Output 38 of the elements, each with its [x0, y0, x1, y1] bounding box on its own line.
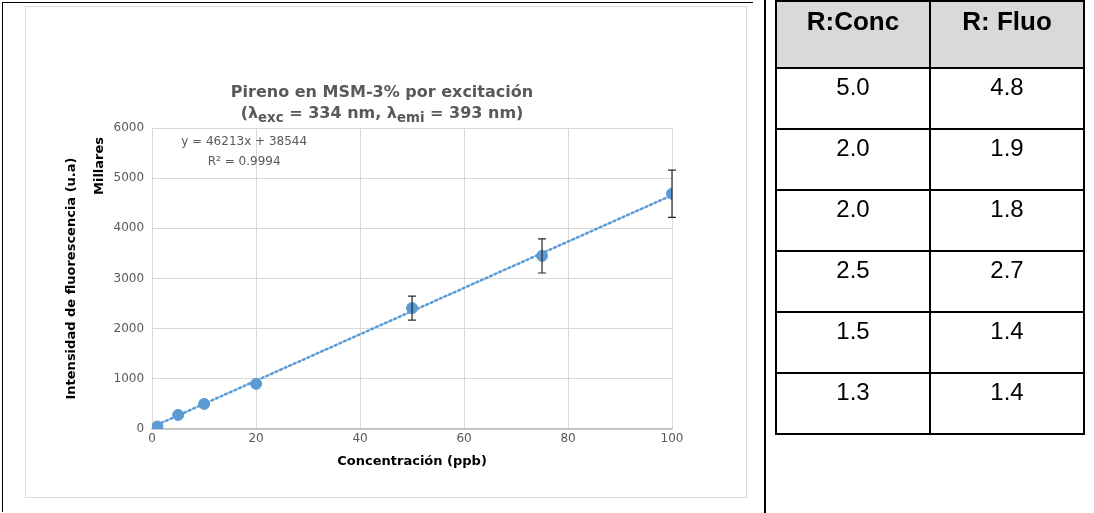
text: 4.8 [930, 68, 1084, 129]
text: 1.5 [776, 312, 930, 373]
text: 1.4 [930, 373, 1084, 434]
text: 2.5 [776, 251, 930, 312]
y-tick-label: 4000 [113, 220, 145, 235]
x-tick-label: 20 [248, 431, 264, 446]
point [250, 377, 263, 390]
text: 1.3 [776, 373, 930, 434]
text: R:Conc [776, 1, 930, 68]
text: Millares [90, 136, 106, 196]
y-tick-label: 1000 [113, 370, 145, 385]
x-tick-label: 60 [456, 431, 472, 446]
text: 1.9 [930, 129, 1084, 190]
text: 2.0 [776, 129, 930, 190]
chart-subtitle: (λ$_{exc}$ = 334 nm, λ$_{emi}$ = 393 nm) [240, 103, 524, 126]
x-tick-label: 0 [148, 431, 156, 446]
text: 5.0 [776, 68, 930, 129]
chart-title: Pireno en MSM-3% por excitación [229, 82, 535, 101]
x-axis-title: Concentración (ppb) [337, 452, 487, 468]
y-tick-label: 6000 [113, 120, 145, 135]
point [198, 397, 211, 410]
y-tick-label: 0 [136, 421, 145, 436]
point [172, 408, 185, 421]
point [152, 420, 164, 429]
y-axis-title: Intensidad de fluorescencia (u.a) [63, 157, 79, 400]
y-tick-label: 5000 [113, 170, 145, 185]
annotation: R² = 0.9994 [207, 154, 281, 169]
annotation: y = 46213x + 38544 [181, 134, 308, 149]
text: 2.0 [776, 190, 930, 251]
y-tick-label: 3000 [113, 270, 145, 285]
y-tick-label: 2000 [113, 320, 145, 335]
text: R: Fluo [930, 1, 1084, 68]
x-tick-label: 80 [560, 431, 576, 446]
x-tick-label: 40 [352, 431, 368, 446]
x-tick-label: 100 [660, 431, 684, 446]
text: 1.4 [930, 312, 1084, 373]
text: 2.7 [930, 251, 1084, 312]
text: 1.8 [930, 190, 1084, 251]
